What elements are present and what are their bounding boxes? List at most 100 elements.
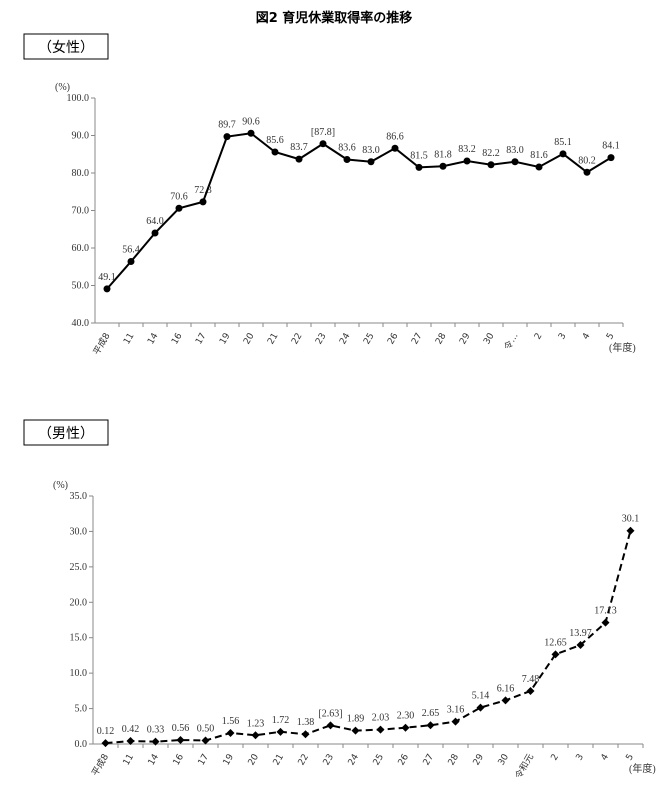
marker [626, 526, 635, 535]
value-label: 56.4 [122, 245, 140, 256]
marker [451, 717, 460, 726]
x-tick-label: 5 [625, 753, 637, 763]
x-tick-label: 11 [122, 332, 136, 347]
x-tick-label: 25 [372, 753, 386, 768]
marker [319, 140, 327, 148]
y-tick-label: 0.0 [75, 739, 88, 750]
marker [576, 641, 585, 650]
marker [103, 285, 111, 293]
marker [511, 158, 519, 166]
marker [415, 163, 423, 171]
value-label: 1.89 [347, 714, 365, 725]
marker [367, 158, 375, 166]
value-label: 86.6 [386, 131, 404, 142]
marker [271, 148, 279, 156]
value-label: 1.38 [297, 717, 315, 728]
y-unit: (%) [53, 480, 68, 491]
value-label: 0.50 [197, 723, 215, 734]
x-tick-label: 27 [410, 332, 424, 347]
marker [175, 204, 183, 212]
value-label: 2.03 [372, 713, 390, 724]
y-unit: (%) [55, 82, 70, 93]
value-label: 5.14 [472, 691, 490, 702]
value-label: 0.12 [97, 726, 115, 737]
x-tick-label: 平成8 [90, 330, 112, 357]
x-tick-label: 16 [170, 331, 185, 346]
section-label: （女性） [38, 39, 94, 56]
marker [535, 163, 543, 171]
marker [601, 618, 610, 627]
marker [583, 168, 591, 176]
section-box [23, 419, 109, 446]
marker [607, 154, 615, 162]
marker [343, 156, 351, 163]
value-label: 81.8 [434, 149, 452, 160]
marker [376, 725, 385, 734]
x-tick-label: 24 [347, 752, 362, 767]
x-tick-label: 25 [362, 332, 376, 347]
x-tick-label: 30 [482, 331, 497, 346]
y-tick-label: 20.0 [70, 597, 88, 608]
x-tick-label: 14 [146, 331, 161, 346]
marker [251, 731, 260, 740]
marker [439, 162, 447, 170]
marker [226, 728, 235, 737]
marker [551, 650, 560, 659]
x-tick-label: 2 [533, 332, 545, 342]
y-tick-label: 35.0 [70, 491, 88, 502]
x-unit: (年度) [629, 762, 656, 775]
marker [151, 737, 160, 746]
y-tick-label: 60.0 [72, 243, 90, 254]
x-tick-label: 11 [122, 753, 136, 768]
value-label: [87.8] [311, 127, 335, 138]
x-tick-label: 28 [434, 331, 449, 346]
marker [487, 161, 495, 169]
value-label: 1.56 [222, 716, 240, 727]
x-tick-label: 17 [197, 753, 211, 768]
x-tick-label: 令… [501, 331, 520, 353]
marker [276, 727, 285, 736]
marker [301, 730, 310, 739]
marker [391, 144, 399, 152]
value-label: 82.2 [482, 148, 500, 159]
value-label: 89.7 [218, 120, 236, 131]
value-label: 85.1 [554, 137, 572, 148]
x-tick-label: 22 [297, 753, 311, 768]
marker [463, 157, 471, 165]
x-tick-label: 29 [472, 752, 487, 767]
value-label: 0.42 [122, 724, 140, 735]
marker [101, 739, 110, 748]
value-label: 7.48 [522, 674, 540, 685]
x-tick-label: 29 [458, 331, 473, 346]
x-tick-label: 21 [266, 332, 280, 347]
x-tick-label: 16 [172, 752, 187, 767]
x-tick-label: 20 [242, 331, 257, 346]
value-label: 0.56 [172, 723, 190, 734]
y-tick-label: 80.0 [72, 168, 90, 179]
value-label: 49.1 [98, 272, 116, 283]
value-label: 83.0 [506, 145, 524, 156]
x-tick-label: 21 [272, 753, 286, 768]
value-label: 84.1 [602, 141, 620, 152]
y-tick-label: 70.0 [72, 206, 90, 217]
marker [199, 198, 207, 206]
y-tick-label: 25.0 [70, 562, 88, 573]
value-label: 2.30 [397, 711, 415, 722]
marker [127, 258, 135, 265]
x-tick-label: 19 [218, 331, 233, 346]
x-tick-label: 26 [397, 752, 412, 767]
marker [201, 736, 210, 745]
value-label: 1.72 [272, 715, 290, 726]
y-tick-label: 10.0 [70, 668, 88, 679]
marker [223, 133, 231, 141]
x-tick-label: 19 [222, 752, 237, 767]
x-tick-label: 3 [557, 332, 569, 342]
marker [151, 229, 159, 237]
marker [326, 721, 335, 730]
value-label: 72.3 [194, 185, 212, 196]
marker [295, 155, 303, 163]
x-tick-label: 17 [194, 332, 208, 347]
value-label: 1.23 [247, 718, 265, 729]
value-label: 30.1 [622, 514, 640, 525]
